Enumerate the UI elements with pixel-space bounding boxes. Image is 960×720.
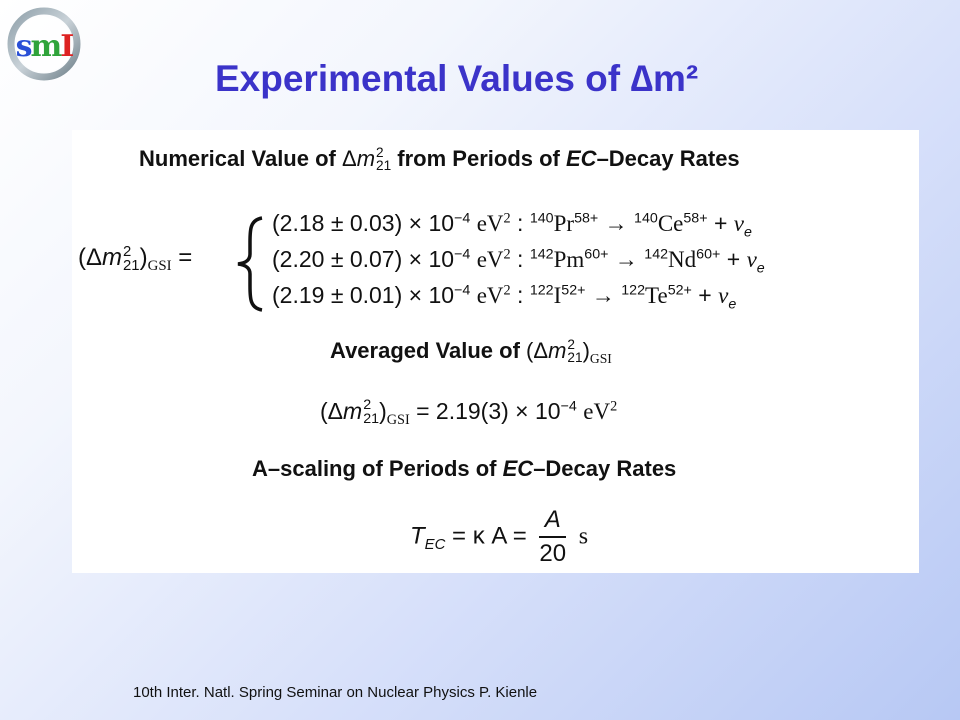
heading-a-scaling-rest: –Decay Rates: [533, 456, 677, 481]
formula-kappa-a: = κ A =: [452, 522, 527, 550]
fraction-numerator: A: [539, 506, 567, 538]
mother-element: I: [553, 283, 562, 308]
averaged-value-equation: (Δm 2 21)GSI = 2.19(3) × 10−4 eV2: [320, 397, 618, 428]
left-brace: [237, 216, 263, 312]
mother-charge: 58+: [574, 210, 599, 227]
equation-row-i: (2.19 ± 0.01) × 10−4 eV2 : 122I52+ → 122…: [272, 282, 737, 313]
slide-footer: 10th Inter. Natl. Spring Seminar on Nucl…: [133, 684, 538, 701]
equation-exponent: −4: [454, 210, 471, 227]
gsi-subscript: GSI: [147, 258, 172, 275]
delta-m-gsi-symbol: (Δm 2 21)GSI: [526, 337, 612, 366]
daughter-element: Te: [645, 283, 668, 308]
averaged-exponent: −4: [560, 398, 577, 415]
mother-element: Pr: [553, 211, 575, 236]
equation-unit: × 10: [408, 210, 455, 236]
logo-letter-s: s: [16, 29, 32, 64]
svg-text:smI: smI: [16, 29, 74, 64]
averaged-value: = 2.19(3) × 10: [416, 398, 561, 424]
heading-numerical-value-rest: –Decay Rates: [596, 146, 740, 171]
equation-ev: eV: [476, 211, 504, 236]
equation-unit: × 10: [408, 246, 455, 272]
heading-numerical-value-pre: Numerical Value of: [139, 146, 336, 171]
daughter-mass-number: 140: [634, 210, 658, 227]
heading-a-scaling-pre: A–scaling of Periods of: [252, 456, 497, 481]
heading-ec: EC: [566, 146, 597, 171]
daughter-mass-number: 122: [621, 282, 646, 299]
logo-letter-i: I: [60, 29, 73, 64]
equation-value: (2.20 ± 0.07): [272, 246, 403, 272]
daughter-charge: 52+: [667, 282, 692, 299]
formula-t: T: [410, 522, 425, 550]
equation-row-pm: (2.20 ± 0.07) × 10−4 eV2 : 142Pm60+ → 14…: [272, 246, 765, 277]
daughter-mass-number: 142: [644, 246, 669, 263]
equation-ev: eV: [476, 283, 504, 308]
formula-ec-subscript: EC: [424, 537, 446, 554]
heading-averaged-value: Averaged Value of (Δm 2 21)GSI: [330, 338, 612, 367]
delta-m-gsi-lhs: (Δm 2 21)GSI =: [78, 243, 193, 275]
equation-row-pr: (2.18 ± 0.03) × 10−4 eV2 : 140Pr58+ → 14…: [272, 210, 752, 241]
mother-charge: 52+: [561, 282, 586, 299]
mother-mass-number: 122: [529, 282, 554, 299]
daughter-element: Ce: [657, 211, 684, 236]
daughter-charge: 58+: [683, 210, 708, 227]
heading-numerical-value: Numerical Value of Δm 2 21 from Periods of…: [139, 146, 740, 173]
heading-numerical-value-post: from Periods of: [397, 146, 560, 171]
heading-averaged-value-text: Averaged Value of: [330, 338, 520, 363]
logo-letter-m: m: [31, 29, 63, 64]
slide-title: Experimental Values of ∆m²: [215, 58, 699, 99]
mother-mass-number: 140: [529, 210, 554, 227]
formula-unit: s: [578, 523, 589, 550]
smi-logo: smI: [7, 7, 81, 81]
equation-panel: Numerical Value of Δm 2 21 from Periods of…: [72, 130, 919, 573]
equation-unit: × 10: [408, 282, 455, 308]
averaged-ev: eV: [583, 399, 611, 424]
mother-mass-number: 142: [529, 246, 554, 263]
equation-exponent: −4: [454, 246, 471, 263]
equation-ev: eV: [476, 247, 504, 272]
formula-fraction: A 20: [539, 506, 567, 568]
mother-element: Pm: [553, 247, 585, 272]
equation-value: (2.19 ± 0.01): [272, 282, 403, 308]
mother-charge: 60+: [584, 246, 609, 263]
delta-m21-symbol: Δm 2 21: [341, 145, 392, 174]
equation-value: (2.18 ± 0.03): [272, 210, 403, 236]
heading-a-scaling: A–scaling of Periods of EC–Decay Rates: [252, 456, 676, 482]
fraction-denominator: 20: [539, 540, 567, 567]
daughter-element: Nd: [668, 247, 697, 272]
equation-exponent: −4: [454, 282, 471, 299]
period-scaling-formula: TEC = κ A = A 20 s: [410, 506, 588, 568]
daughter-charge: 60+: [696, 246, 721, 263]
heading-a-scaling-ec: EC: [502, 456, 534, 481]
